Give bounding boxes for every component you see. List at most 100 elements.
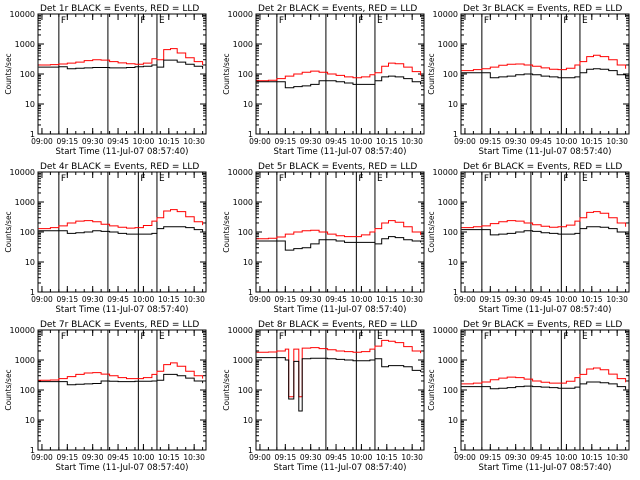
event-marker-label: F <box>563 332 568 342</box>
chart-title: Det 2r BLACK = Events, RED = LLD <box>258 4 417 14</box>
event-marker-label: E <box>377 332 383 342</box>
x-tick-label: 10:30 <box>183 295 205 304</box>
x-axis-label: Start Time (11-Jul-07 08:57:40) <box>479 305 612 315</box>
plot-frame <box>37 329 207 451</box>
y-tick-label: 10000 <box>433 168 458 177</box>
plot-frame <box>255 171 425 293</box>
event-marker-label: F <box>563 16 568 26</box>
x-tick-label: 09:45 <box>530 137 552 146</box>
x-tick-label: 09:15 <box>275 453 297 462</box>
x-tick-label: 09:00 <box>31 295 53 304</box>
x-tick-label: 10:00 <box>133 295 155 304</box>
chart-panel: Det 4r BLACK = Events, RED = LLD 1 10 100 10… <box>4 162 207 315</box>
y-tick-label: 1 <box>248 130 253 139</box>
x-tick-label: 10:30 <box>606 137 628 146</box>
x-tick-label: 10:00 <box>351 137 373 146</box>
y-tick-label: 10000 <box>10 168 35 177</box>
y-tick-label: 1 <box>30 130 35 139</box>
series-lld-line <box>461 211 627 229</box>
y-tick-label: 1000 <box>233 40 253 49</box>
series-events-line <box>256 357 422 412</box>
series-events-line <box>256 75 422 89</box>
series-events-line <box>38 226 204 235</box>
y-tick-label: 1 <box>248 288 253 297</box>
y-axis-label: Counts/sec <box>222 211 231 252</box>
x-tick-label: 09:15 <box>275 295 297 304</box>
chart-title: Det 9r BLACK = Events, RED = LLD <box>463 320 622 330</box>
x-axis-label: Start Time (11-Jul-07 08:57:40) <box>56 463 189 473</box>
chart-panel: Det 8r BLACK = Events, RED = LLD 1 10 100 10… <box>222 320 425 473</box>
series-lld-line <box>38 209 204 230</box>
x-tick-label: 10:15 <box>581 137 603 146</box>
event-marker-label: F <box>358 16 363 26</box>
x-tick-label: 09:15 <box>57 137 79 146</box>
y-tick-label: 100 <box>443 228 458 237</box>
x-tick-label: 10:00 <box>556 137 578 146</box>
x-tick-label: 09:45 <box>107 295 129 304</box>
x-tick-label: 10:15 <box>158 453 180 462</box>
series-events-line <box>38 59 204 70</box>
x-tick-label: 10:30 <box>401 295 423 304</box>
series-events-line <box>256 236 422 251</box>
event-marker-label: F <box>484 174 489 184</box>
x-tick-label: 09:00 <box>31 137 53 146</box>
chart-title: Det 7r BLACK = Events, RED = LLD <box>40 320 199 330</box>
x-tick-label: 10:30 <box>183 137 205 146</box>
event-marker-label: F <box>563 174 568 184</box>
x-axis-label: Start Time (11-Jul-07 08:57:40) <box>56 305 189 315</box>
x-tick-label: 09:30 <box>82 453 104 462</box>
series-lld-line <box>256 62 422 82</box>
chart-panel: Det 6r BLACK = Events, RED = LLD 1 10 100 10… <box>427 162 630 315</box>
chart-panel: Det 9r BLACK = Events, RED = LLD 1 10 100 10… <box>427 320 630 473</box>
y-tick-label: 100 <box>238 228 253 237</box>
x-tick-label: 09:00 <box>454 137 476 146</box>
series-lld-line <box>256 220 422 240</box>
y-axis-label: Counts/sec <box>4 53 13 94</box>
plot-frame <box>460 329 630 451</box>
chart-title: Det 4r BLACK = Events, RED = LLD <box>40 162 199 172</box>
x-tick-label: 10:30 <box>401 137 423 146</box>
event-marker-label: E <box>582 332 588 342</box>
event-marker-label: E <box>159 332 165 342</box>
y-tick-label: 100 <box>443 386 458 395</box>
x-tick-label: 09:15 <box>480 453 502 462</box>
y-tick-label: 10 <box>448 258 458 267</box>
series-events-line <box>38 373 204 386</box>
x-axis-label: Start Time (11-Jul-07 08:57:40) <box>479 147 612 157</box>
x-tick-label: 10:15 <box>158 137 180 146</box>
y-tick-label: 10 <box>25 416 35 425</box>
event-marker-label: F <box>140 16 145 26</box>
x-tick-label: 09:45 <box>107 453 129 462</box>
x-tick-label: 09:30 <box>505 137 527 146</box>
x-tick-label: 09:45 <box>107 137 129 146</box>
y-tick-label: 100 <box>443 70 458 79</box>
x-tick-label: 10:30 <box>606 295 628 304</box>
event-marker-label: F <box>358 174 363 184</box>
x-tick-label: 09:30 <box>300 137 322 146</box>
x-tick-label: 09:00 <box>31 453 53 462</box>
event-marker-label: E <box>582 174 588 184</box>
y-tick-label: 10 <box>243 100 253 109</box>
series-events-line <box>461 226 627 236</box>
event-marker-label: F <box>61 332 66 342</box>
x-tick-label: 10:00 <box>351 295 373 304</box>
event-marker-label: F <box>279 174 284 184</box>
y-tick-label: 1 <box>453 288 458 297</box>
x-tick-label: 09:45 <box>325 137 347 146</box>
event-marker-label: F <box>484 332 489 342</box>
y-tick-label: 1 <box>248 446 253 455</box>
x-tick-label: 09:30 <box>300 453 322 462</box>
x-tick-label: 10:15 <box>376 295 398 304</box>
y-tick-label: 100 <box>20 70 35 79</box>
y-axis-label: Counts/sec <box>427 369 436 410</box>
plot-frame <box>460 171 630 293</box>
y-tick-label: 100 <box>20 228 35 237</box>
x-tick-label: 09:15 <box>57 295 79 304</box>
chart-title: Det 1r BLACK = Events, RED = LLD <box>40 4 199 14</box>
plot-frame <box>255 13 425 135</box>
x-tick-label: 09:30 <box>82 295 104 304</box>
chart-panel: Det 3r BLACK = Events, RED = LLD 1 10 100 10… <box>427 4 630 157</box>
y-tick-label: 1 <box>30 288 35 297</box>
y-tick-label: 1 <box>453 130 458 139</box>
y-tick-label: 10 <box>448 416 458 425</box>
